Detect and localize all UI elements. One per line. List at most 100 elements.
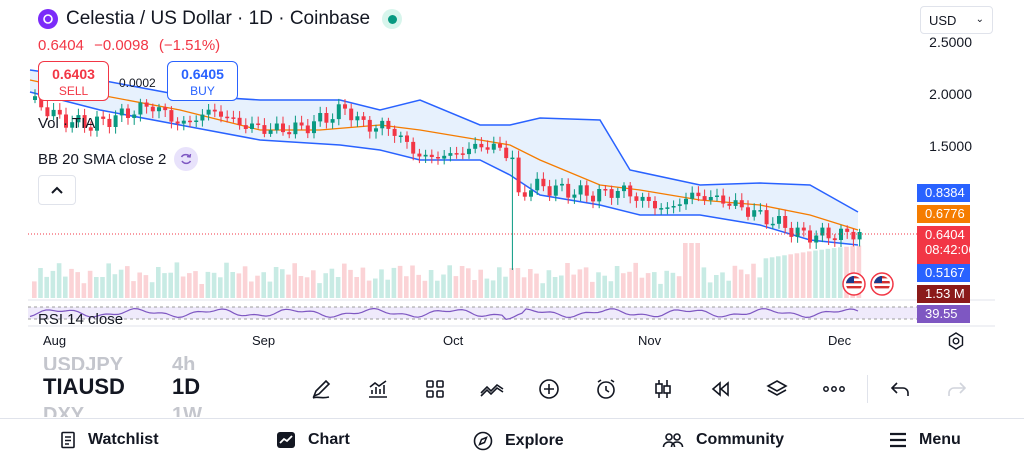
- candle-body: [343, 104, 347, 109]
- volume-bar: [478, 269, 483, 298]
- currency-select[interactable]: USD ⌄: [920, 6, 993, 34]
- price-chart[interactable]: [0, 0, 1024, 360]
- sell-button[interactable]: 0.6403 SELL: [38, 61, 109, 101]
- compare-icon[interactable]: [476, 374, 507, 405]
- candle-body: [560, 183, 564, 186]
- rsi-indicator-label[interactable]: RSI 14 close: [38, 311, 124, 328]
- candle-body: [361, 116, 366, 120]
- nav-explore[interactable]: Explore: [473, 431, 564, 451]
- candle-body: [374, 128, 378, 132]
- collapse-legend-button[interactable]: [38, 175, 76, 205]
- volume-bar: [652, 272, 657, 298]
- indicators-icon[interactable]: [362, 374, 393, 405]
- volume-bar: [360, 267, 366, 298]
- volume-bar: [131, 281, 136, 298]
- volume-bar: [621, 273, 626, 298]
- candle-body: [659, 208, 664, 210]
- volume-bar: [484, 278, 490, 298]
- watchlist-icon: [61, 431, 75, 449]
- candle-body: [467, 148, 471, 155]
- candle-body: [615, 191, 620, 198]
- candle-body: [646, 196, 651, 201]
- volume-bar: [596, 272, 601, 298]
- add-icon[interactable]: [533, 374, 564, 405]
- volume-bar: [428, 270, 434, 298]
- nav-label: Community: [696, 431, 784, 448]
- redo-icon[interactable]: [941, 374, 972, 405]
- bb-lower-tag: 0.5167: [917, 264, 970, 282]
- volume-bar: [435, 280, 440, 298]
- replay-icon[interactable]: [704, 374, 735, 405]
- candle-body: [591, 195, 595, 202]
- candle-body: [801, 227, 806, 231]
- volume-bar: [441, 274, 446, 298]
- current-interval[interactable]: 1D: [172, 374, 201, 399]
- volume-bar: [831, 248, 837, 298]
- layers-icon[interactable]: [761, 374, 792, 405]
- volume-indicator-label[interactable]: Vol · TIA: [38, 115, 96, 132]
- symbol-title[interactable]: Celestia / US Dollar · 1D · Coinbase: [66, 8, 371, 29]
- candle-body: [597, 189, 602, 202]
- volume-bar: [242, 266, 248, 298]
- undo-icon[interactable]: [884, 374, 915, 405]
- next-symbol[interactable]: DXY: [43, 404, 85, 417]
- volume-bar: [645, 273, 651, 298]
- candle-body: [386, 120, 391, 129]
- candle-body: [764, 210, 769, 225]
- candle-body: [318, 113, 323, 122]
- volume-bar: [317, 283, 322, 298]
- next-interval[interactable]: 1W: [172, 404, 202, 417]
- candle-body: [584, 185, 589, 196]
- candle-body: [119, 108, 124, 116]
- candle-body: [746, 207, 750, 217]
- nav-menu[interactable]: Menu: [889, 431, 961, 449]
- buy-button[interactable]: 0.6405 BUY: [167, 61, 238, 101]
- candle-body: [88, 127, 93, 131]
- alert-icon[interactable]: [590, 374, 621, 405]
- candle-body: [417, 153, 422, 157]
- volume-bar: [379, 269, 384, 298]
- candle-body: [733, 200, 738, 206]
- candle-body: [473, 143, 478, 149]
- chevron-down-icon: ⌄: [975, 14, 984, 25]
- rsi-tag: 39.55: [917, 305, 970, 323]
- candle-body: [163, 107, 168, 111]
- nav-chart[interactable]: Chart: [276, 431, 350, 449]
- draw-icon[interactable]: [305, 374, 336, 405]
- candle-body: [622, 185, 626, 192]
- current-symbol[interactable]: TIAUSD: [43, 374, 125, 399]
- volume-bar: [342, 263, 347, 298]
- volume-bar: [44, 276, 49, 298]
- toolbar-divider: [867, 375, 868, 403]
- economic-event-flag-icon[interactable]: [842, 272, 866, 296]
- nav-community[interactable]: Community: [662, 431, 784, 449]
- candle-body: [708, 197, 713, 201]
- volume-bar: [354, 277, 359, 298]
- candle-body: [696, 192, 701, 197]
- volume-bar: [670, 272, 676, 298]
- volume-bar: [75, 272, 80, 298]
- prev-symbol[interactable]: USDJPY: [43, 354, 124, 370]
- chart-settings-icon[interactable]: [946, 331, 966, 351]
- volume-bar: [81, 283, 87, 298]
- volume-bar: [125, 266, 130, 298]
- economic-event-flag-icon[interactable]: [870, 272, 894, 296]
- price-change-percent: (−1.51%): [158, 37, 221, 54]
- candle-body: [529, 190, 533, 197]
- candle-type-icon[interactable]: [647, 374, 678, 405]
- candle-body: [268, 130, 273, 134]
- volume-bar: [255, 275, 260, 298]
- prev-interval[interactable]: 4h: [172, 354, 196, 370]
- templates-icon[interactable]: [419, 374, 450, 405]
- candle-body: [758, 210, 763, 212]
- candle-body: [628, 185, 633, 197]
- candle-body: [820, 227, 825, 236]
- volume-bar: [521, 277, 527, 298]
- candle-body: [715, 195, 719, 197]
- volume-bar: [156, 267, 161, 298]
- candle-body: [752, 210, 757, 217]
- volume-bar: [757, 277, 762, 298]
- nav-watchlist[interactable]: Watchlist: [60, 431, 159, 449]
- more-icon[interactable]: [818, 374, 849, 405]
- bb-indicator-label[interactable]: BB 20 SMA close 2: [38, 147, 199, 171]
